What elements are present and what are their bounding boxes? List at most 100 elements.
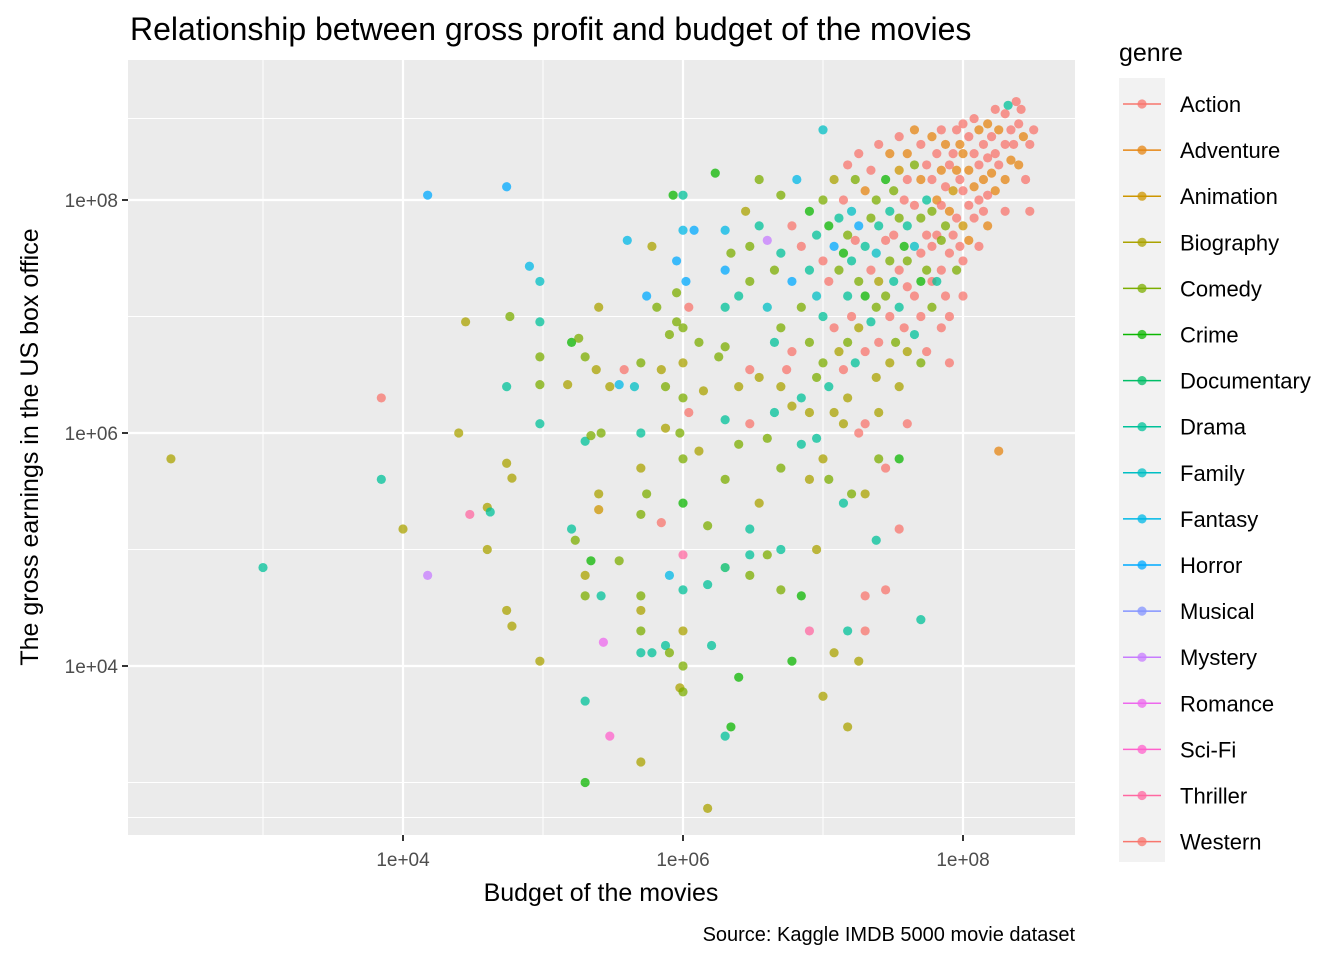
data-point [703,803,713,813]
data-point [1009,139,1019,150]
data-point [894,302,904,312]
data-point [796,439,806,449]
data-point [694,446,704,456]
data-point [843,337,853,347]
data-point [846,311,857,322]
data-point [596,428,606,438]
data-point [955,174,965,185]
legend-item: Family [1123,461,1245,486]
data-point [978,174,989,185]
legend-item: Crime [1123,323,1239,348]
x-axis: 1e+04 1e+06 1e+08 [376,835,990,871]
data-point [762,550,772,560]
chart-title: Relationship between gross profit and bu… [130,11,971,47]
data-point [854,323,864,333]
data-point [636,428,646,438]
data-point [874,407,884,418]
data-point [854,656,864,666]
data-point [720,562,730,573]
data-point [423,190,433,200]
data-point [745,365,755,375]
data-point [535,352,545,362]
data-point [678,550,688,560]
legend-label: Adventure [1180,138,1280,163]
data-point [944,358,955,368]
data-point [940,291,951,301]
x-tick-label: 1e+06 [656,850,709,871]
data-point [636,358,646,368]
legend-key-point [1137,237,1147,247]
plot-panel [128,60,1075,835]
data-point [983,119,993,129]
data-point [811,230,822,240]
data-point [936,265,946,275]
data-point [619,365,629,375]
data-point [829,174,839,185]
data-point [423,570,433,580]
data-point [922,195,932,205]
data-point [843,393,853,403]
data-point [734,382,744,392]
data-point [762,302,772,312]
y-tick-label: 1e+06 [65,424,118,445]
data-point [916,311,926,322]
data-point [881,463,891,473]
data-point [994,160,1004,170]
legend-key-point [1137,652,1147,662]
data-point [902,149,912,159]
data-point [829,323,839,333]
data-point [376,474,386,484]
data-point [1014,119,1024,129]
data-point [796,241,806,251]
legend-label: Crime [1180,323,1239,348]
legend-item: Adventure [1123,138,1280,163]
data-point [951,165,962,175]
data-point [974,125,984,135]
data-point [1025,139,1035,150]
data-point [678,661,688,671]
data-point [983,221,993,231]
y-axis-title: The gross earnings in the US box office [16,228,44,665]
data-point [1029,125,1039,135]
data-point [681,276,691,287]
data-point [804,474,815,484]
data-point [829,407,839,418]
data-point [714,352,724,362]
data-point [678,498,688,508]
data-point [664,570,675,580]
data-point [776,382,786,392]
data-point [502,382,512,392]
data-point [614,556,624,566]
data-point [994,125,1004,135]
data-point [734,291,744,301]
data-point [804,407,815,418]
data-point [927,174,937,185]
data-point [944,248,955,258]
legend-item: Documentary [1123,369,1311,394]
data-point [811,544,822,555]
data-point [776,190,786,200]
legend-key-point [1137,468,1147,478]
data-point [535,276,545,287]
legend-item: Western [1123,830,1262,855]
data-point [1018,132,1028,142]
legend-key-point [1137,329,1147,340]
legend-item: Horror [1123,553,1242,578]
data-point [850,358,860,368]
data-point [776,463,786,473]
data-point [983,153,993,163]
data-point [660,382,671,392]
data-point [902,174,912,185]
data-point [927,132,937,142]
data-point [994,446,1004,456]
data-point [745,570,755,580]
data-point [591,365,601,375]
legend-label: Biography [1180,230,1279,255]
data-point [1021,174,1031,185]
legend-label: Mystery [1180,645,1257,670]
data-point [398,524,408,534]
data-point [838,248,849,258]
data-point [636,626,646,636]
data-point [874,221,884,231]
data-point [566,337,577,347]
